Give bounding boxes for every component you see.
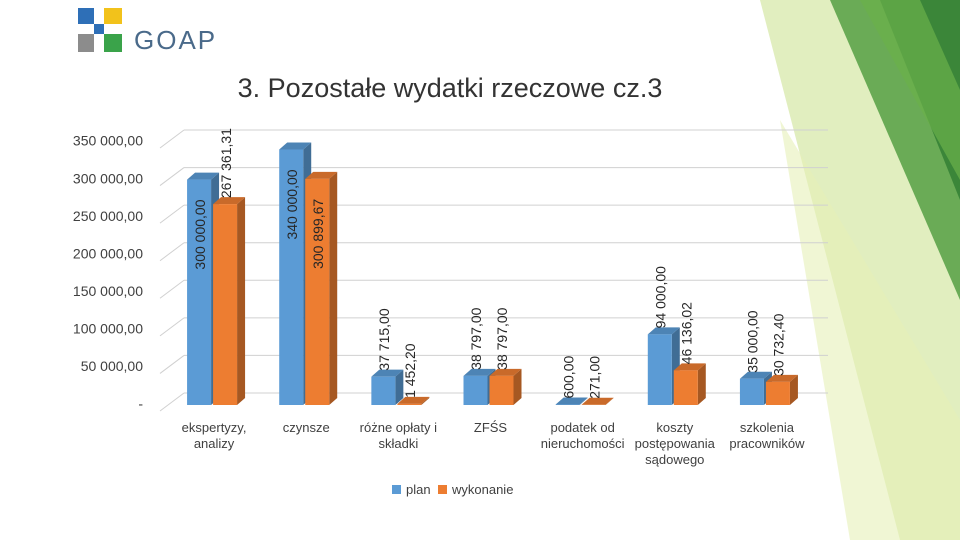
- bar-top: [765, 374, 798, 382]
- bar-top: [647, 327, 680, 335]
- data-label: 30 732,40: [771, 313, 787, 375]
- data-label: 94 000,00: [652, 266, 668, 328]
- bar-top: [305, 171, 338, 179]
- decoration: [760, 0, 960, 540]
- bar-front: [397, 403, 422, 405]
- data-label: 1 452,20: [402, 343, 418, 398]
- bar-front: [213, 204, 238, 405]
- data-label: 35 000,00: [745, 310, 761, 372]
- grid-line: [159, 317, 185, 337]
- data-label: 267 361,31: [218, 128, 234, 198]
- bar-front: [647, 334, 672, 405]
- legend-swatch: [438, 485, 447, 494]
- grid-line: [159, 392, 185, 412]
- legend-swatch: [392, 485, 401, 494]
- legend-label: wykonanie: [452, 482, 514, 497]
- y-tick-label: 50 000,00: [81, 358, 143, 374]
- bar-top: [673, 363, 706, 371]
- bar-top: [581, 397, 614, 405]
- grid-line: [159, 167, 185, 186]
- data-label: 600,00: [560, 356, 576, 399]
- data-label: 271,00: [586, 356, 602, 399]
- bar-front: [187, 179, 212, 405]
- bar-front: [463, 375, 488, 405]
- y-tick-label: -: [138, 396, 143, 412]
- data-label: 300 000,00: [192, 199, 208, 269]
- bar-top: [187, 172, 220, 180]
- data-label: 38 797,00: [494, 307, 510, 369]
- x-tick-label: ZFŚS: [473, 420, 508, 435]
- legend-label: plan: [406, 482, 431, 497]
- bar-front: [739, 378, 764, 405]
- bar: [305, 171, 338, 405]
- y-tick-label: 100 000,00: [73, 321, 143, 337]
- bar-top: [279, 142, 312, 150]
- bar-top: [463, 368, 496, 376]
- bar-side: [513, 368, 522, 405]
- bar: [213, 197, 246, 405]
- y-tick-label: 350 000,00: [73, 133, 143, 149]
- x-tick-label: koszty postępowania sądowego: [634, 420, 715, 467]
- bar-front: [371, 376, 396, 405]
- logo: GOAP: [78, 8, 217, 55]
- bar: [397, 396, 430, 405]
- bar: [673, 363, 706, 405]
- bar-top: [555, 397, 588, 405]
- logo-text: GOAP: [134, 25, 217, 55]
- y-tick-label: 300 000,00: [73, 170, 143, 186]
- data-label: 38 797,00: [468, 307, 484, 369]
- chart-title: 3. Pozostałe wydatki rzeczowe cz.3: [238, 73, 663, 103]
- data-label: 300 899,67: [310, 199, 326, 269]
- y-tick-label: 150 000,00: [73, 283, 143, 299]
- grid-line: [159, 242, 185, 262]
- bar: [765, 374, 798, 405]
- bar-side: [579, 397, 588, 405]
- bar-top: [397, 396, 430, 404]
- grid-line: [159, 129, 185, 149]
- bar: [555, 397, 588, 405]
- bar-front: [305, 178, 330, 405]
- x-tick-label: różne opłaty i składki: [359, 420, 437, 451]
- bar-side: [421, 396, 430, 405]
- bar-top: [739, 371, 772, 379]
- bar: [581, 397, 614, 405]
- bar-side: [329, 171, 338, 405]
- bar-front: [489, 375, 514, 405]
- bar: [489, 368, 522, 405]
- x-tick-label: ekspertyzy, analizy: [181, 420, 247, 451]
- data-label: 46 136,02: [678, 302, 694, 364]
- grid-line: [159, 355, 185, 374]
- legend-item: plan: [392, 482, 431, 497]
- bar-side: [395, 369, 404, 405]
- bar-top: [371, 369, 404, 377]
- data-label: 340 000,00: [284, 169, 300, 239]
- bar: [371, 369, 404, 405]
- x-tick-label: czynsze: [282, 420, 330, 435]
- data-label: 37 715,00: [376, 308, 392, 370]
- x-tick-label: podatek od nieruchomości: [540, 420, 625, 451]
- x-tick-label: szkolenia pracowników: [729, 420, 805, 451]
- bar-front: [279, 149, 304, 405]
- y-tick-label: 250 000,00: [73, 208, 143, 224]
- bar-front: [673, 370, 698, 405]
- bar-side: [605, 397, 614, 405]
- grid-line: [159, 279, 185, 299]
- bar-top: [489, 368, 522, 376]
- y-tick-label: 200 000,00: [73, 245, 143, 261]
- bar-side: [697, 363, 706, 405]
- bar-top: [213, 197, 246, 205]
- legend-item: wykonanie: [438, 482, 513, 497]
- bar-front: [765, 381, 790, 405]
- grid-line: [159, 204, 185, 224]
- bar-side: [789, 374, 798, 405]
- bar-side: [237, 197, 246, 405]
